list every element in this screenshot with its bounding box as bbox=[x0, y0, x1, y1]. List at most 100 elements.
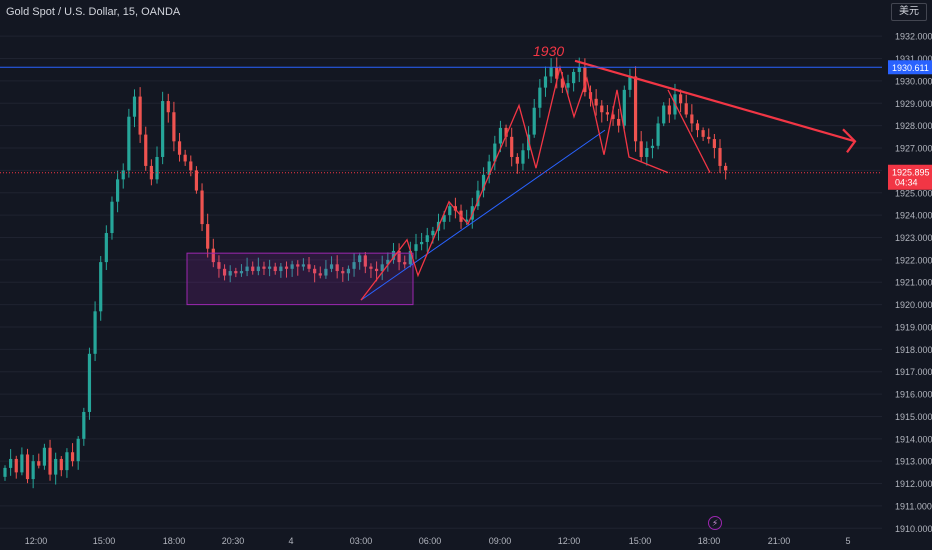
lightning-icon[interactable]: ⚡ bbox=[708, 516, 722, 530]
candle-body bbox=[144, 134, 148, 166]
candle-body bbox=[577, 67, 581, 72]
candle-body bbox=[358, 255, 362, 263]
candle-body bbox=[504, 127, 508, 137]
candle-body bbox=[206, 224, 210, 249]
candle-body bbox=[498, 127, 503, 144]
x-tick-label: 15:00 bbox=[629, 536, 652, 546]
candle-body bbox=[543, 76, 548, 88]
candle-body bbox=[549, 67, 553, 77]
candle-body bbox=[290, 264, 294, 269]
current-price-label: 1925.895 bbox=[892, 168, 930, 178]
zigzag-pattern bbox=[360, 64, 669, 301]
range-rectangle bbox=[186, 252, 414, 306]
trend-line bbox=[360, 129, 606, 301]
candle-body bbox=[633, 76, 638, 142]
candle-body bbox=[329, 264, 334, 269]
y-tick-label: 1930.000 bbox=[895, 76, 932, 86]
candle-body bbox=[583, 67, 587, 93]
candle-body bbox=[110, 201, 114, 234]
y-tick-label: 1921.000 bbox=[895, 278, 932, 288]
candle-body bbox=[268, 266, 272, 269]
y-tick-label: 1913.000 bbox=[895, 457, 932, 467]
y-tick-label: 1931.000 bbox=[895, 54, 932, 64]
candle-body bbox=[442, 215, 446, 222]
candle-body bbox=[59, 458, 63, 471]
candle-body bbox=[324, 268, 328, 276]
candle-body bbox=[425, 235, 429, 242]
y-tick-label: 1910.000 bbox=[895, 524, 932, 534]
candle-body bbox=[149, 165, 153, 180]
candle-body bbox=[82, 411, 86, 439]
candle-body bbox=[628, 76, 632, 90]
candle-body bbox=[346, 268, 351, 274]
candle-body bbox=[341, 271, 345, 274]
candle-body bbox=[363, 255, 367, 267]
candle-body bbox=[639, 141, 643, 157]
candle-body bbox=[560, 78, 564, 88]
candle-body bbox=[93, 311, 97, 354]
candle-body bbox=[284, 266, 289, 269]
candle-body bbox=[155, 156, 159, 180]
y-tick-label: 1916.000 bbox=[895, 390, 932, 400]
candle-body bbox=[99, 262, 103, 312]
candle-body bbox=[25, 454, 30, 480]
candle-body bbox=[555, 67, 559, 79]
candle-body bbox=[318, 273, 322, 276]
candle-body bbox=[487, 161, 491, 175]
candle-body bbox=[718, 148, 722, 166]
x-tick-label: 03:00 bbox=[350, 536, 373, 546]
candle-body bbox=[177, 141, 182, 155]
y-tick-label: 1918.000 bbox=[895, 345, 932, 355]
x-tick-label: 20:30 bbox=[222, 536, 245, 546]
candle-body bbox=[14, 458, 18, 473]
candle-body bbox=[161, 101, 165, 157]
candle-body bbox=[48, 447, 52, 475]
candle-body bbox=[617, 118, 621, 126]
candle-body bbox=[70, 452, 75, 462]
candle-body bbox=[200, 190, 204, 225]
candle-body bbox=[707, 136, 711, 140]
candle-body bbox=[481, 174, 486, 191]
candle-body bbox=[234, 271, 238, 274]
candle-body bbox=[656, 123, 660, 146]
candle-body bbox=[493, 143, 497, 162]
candle-body bbox=[611, 114, 615, 119]
y-tick-label: 1911.000 bbox=[895, 501, 932, 511]
candle-body bbox=[532, 107, 536, 135]
candle-body bbox=[296, 264, 300, 267]
candle-body bbox=[380, 264, 384, 272]
candle-body bbox=[256, 266, 260, 272]
candle-body bbox=[521, 150, 525, 164]
currency-button[interactable]: 美元 bbox=[891, 3, 927, 21]
y-tick-label: 1922.000 bbox=[895, 255, 932, 265]
candle-body bbox=[594, 98, 598, 106]
candle-body bbox=[172, 112, 176, 142]
candle-body bbox=[3, 467, 7, 477]
y-tick-label: 1932.000 bbox=[895, 32, 932, 42]
candle-body bbox=[431, 230, 435, 236]
candle-body bbox=[9, 458, 13, 468]
candle-body bbox=[515, 156, 519, 164]
candle-body bbox=[476, 190, 480, 207]
candle-body bbox=[301, 264, 305, 267]
candle-body bbox=[239, 271, 244, 274]
candle-body bbox=[273, 266, 277, 272]
candle-body bbox=[695, 123, 700, 131]
candle-body bbox=[403, 262, 407, 265]
candle-body bbox=[104, 233, 108, 263]
candle-body bbox=[538, 87, 542, 108]
candle-body bbox=[684, 103, 688, 115]
zigzag-pattern-tail bbox=[667, 89, 711, 173]
candle-body bbox=[37, 461, 41, 466]
candle-body bbox=[127, 116, 131, 171]
y-tick-label: 1915.000 bbox=[895, 412, 932, 422]
x-tick-label: 5 bbox=[845, 536, 850, 546]
candle-body bbox=[279, 266, 283, 272]
price-level-label: 1930.611 bbox=[892, 63, 929, 73]
y-tick-label: 1912.000 bbox=[895, 479, 932, 489]
candle-body bbox=[724, 165, 728, 171]
price-annotation-text: 1930 bbox=[533, 43, 564, 59]
x-tick-label: 15:00 bbox=[93, 536, 116, 546]
candle-body bbox=[690, 114, 694, 124]
